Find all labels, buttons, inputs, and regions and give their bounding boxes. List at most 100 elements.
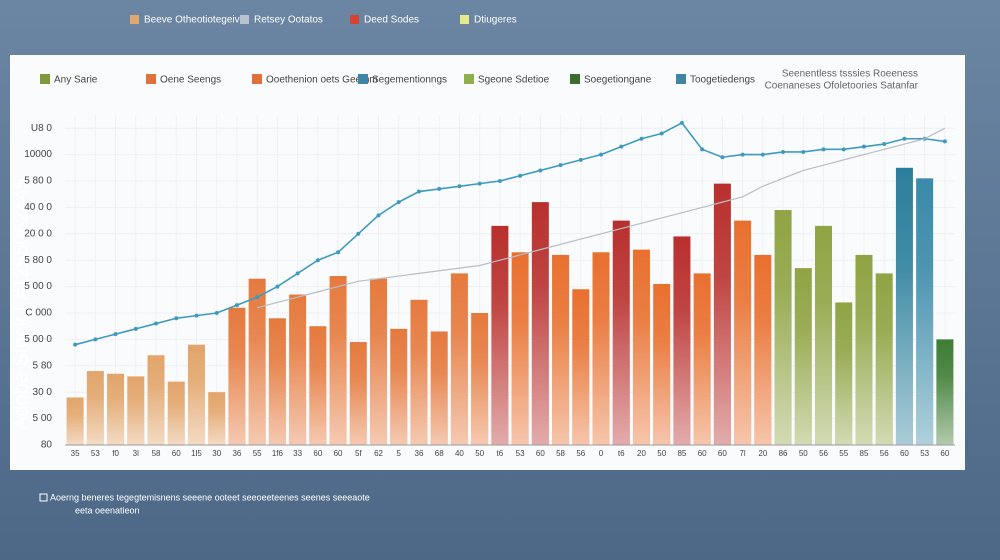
- x-tick-label: f0: [112, 449, 119, 458]
- line-dot: [93, 337, 98, 342]
- x-tick-label: t6: [497, 449, 504, 458]
- line-dot: [700, 147, 705, 152]
- x-tick-label: 33: [293, 449, 302, 458]
- bar-shade: [875, 273, 893, 445]
- bar-shade: [794, 268, 812, 445]
- bar-shade: [471, 313, 489, 445]
- x-tick-label: 56: [880, 449, 889, 458]
- x-tick-label: 60: [718, 449, 727, 458]
- bar-shade: [329, 276, 347, 445]
- legend-swatch: [570, 74, 580, 84]
- line-dot: [457, 184, 462, 189]
- legend-swatch: [358, 74, 368, 84]
- y-tick-label: 5 00 0: [24, 281, 52, 292]
- x-tick-label: 36: [415, 449, 424, 458]
- watermark: Adobe Stock | #1255062445: [10, 178, 32, 430]
- x-tick-label: 50: [657, 449, 666, 458]
- x-tick-label: 60: [536, 449, 545, 458]
- line-dot: [518, 173, 523, 178]
- y-tick-label: 5 80 0: [24, 176, 52, 187]
- x-tick-label: 60: [334, 449, 343, 458]
- bar-shade: [107, 373, 125, 445]
- line-dot: [376, 213, 381, 218]
- x-tick-label: 60: [940, 449, 949, 458]
- x-tick-label: 5f: [355, 449, 362, 458]
- y-tick-label: 10000: [24, 149, 52, 160]
- line-dot: [154, 321, 159, 326]
- line-dot: [902, 136, 907, 141]
- legend-label: Beeve Otheotiotegeive: [144, 15, 246, 26]
- line-dot: [437, 186, 442, 191]
- line-series: [74, 121, 945, 346]
- bar-shade: [289, 294, 307, 445]
- legend-label: Sgeone Sdetioe: [478, 75, 550, 86]
- bar-shade: [167, 381, 185, 445]
- line-dot: [214, 311, 219, 315]
- line-dot: [942, 139, 947, 144]
- bar-shade: [430, 331, 448, 445]
- bar-shade: [693, 273, 711, 445]
- legend-label: Retsey Ootatos: [254, 15, 323, 26]
- line-dot: [841, 147, 846, 152]
- x-tick-label: 60: [900, 449, 909, 458]
- line-dot: [73, 342, 78, 347]
- footnote: eeta oeenatieon: [75, 505, 140, 515]
- x-tick-label: 58: [556, 449, 565, 458]
- bar-shade: [734, 220, 752, 445]
- bar-shade: [713, 183, 731, 445]
- x-tick-label: 55: [839, 449, 848, 458]
- y-tick-label: 40 0 0: [24, 202, 52, 213]
- x-tick-label: 53: [516, 449, 525, 458]
- bar-shade: [268, 318, 286, 445]
- legend-label: Toogetiedengs: [690, 75, 755, 86]
- line-dot: [619, 144, 624, 149]
- x-tick-label: 53: [91, 449, 100, 458]
- bar-shade: [815, 225, 833, 445]
- y-tick-label: U8 0: [31, 123, 53, 134]
- y-tick-label: C 000: [25, 308, 52, 319]
- line-dot: [679, 120, 684, 125]
- x-tick-label: 60: [698, 449, 707, 458]
- line-dot: [861, 144, 866, 149]
- y-tick-label: 5 00 0: [24, 334, 52, 345]
- note: Seenentless tsssies Roeeness: [782, 69, 918, 80]
- legend-swatch: [130, 15, 139, 24]
- legend-swatch: [350, 15, 359, 24]
- bar-shade: [349, 342, 367, 445]
- x-tick-label: 85: [677, 449, 686, 458]
- y-tick-label: 5 80: [33, 360, 53, 371]
- line-dot: [781, 149, 786, 154]
- y-tick-label: 5 80 0: [24, 255, 52, 266]
- x-tick-label: 68: [435, 449, 444, 458]
- x-tick-label: 86: [779, 449, 788, 458]
- note: Coenaneses Ofoletoories Satanfar: [765, 81, 919, 92]
- bar-shade: [248, 278, 266, 445]
- line-dot: [396, 200, 401, 205]
- x-tick-label: 1f6: [272, 449, 284, 458]
- line-dot: [194, 313, 199, 318]
- line-dot: [295, 271, 300, 276]
- x-tick-label: 60: [313, 449, 322, 458]
- legend-label: Deed Sodes: [364, 15, 419, 26]
- bar-shade: [228, 307, 246, 445]
- y-tick-label: 30 0: [33, 387, 53, 398]
- line-dot: [133, 326, 138, 331]
- line-dot: [113, 332, 118, 337]
- line-series: [257, 127, 946, 309]
- footnote: Aoerng beneres tegegtemisnens seeene oot…: [50, 492, 370, 502]
- x-tick-label: t6: [618, 449, 625, 458]
- bar-shade: [309, 326, 327, 445]
- bar-shade: [572, 289, 590, 445]
- x-tick-label: 60: [172, 449, 181, 458]
- y-tick-label: 80: [41, 440, 53, 451]
- line-dot: [255, 295, 260, 300]
- bar-shade: [916, 178, 934, 446]
- legend-swatch: [146, 74, 156, 84]
- bar-shade: [370, 278, 388, 445]
- x-tick-label: 7l: [739, 449, 745, 458]
- bar-shade: [855, 254, 873, 445]
- legend-label: Soegetiongane: [584, 75, 652, 86]
- x-tick-label: 55: [253, 449, 262, 458]
- line-dot: [821, 147, 826, 152]
- legend-label: Ooethenion oets Geemm: [266, 75, 378, 86]
